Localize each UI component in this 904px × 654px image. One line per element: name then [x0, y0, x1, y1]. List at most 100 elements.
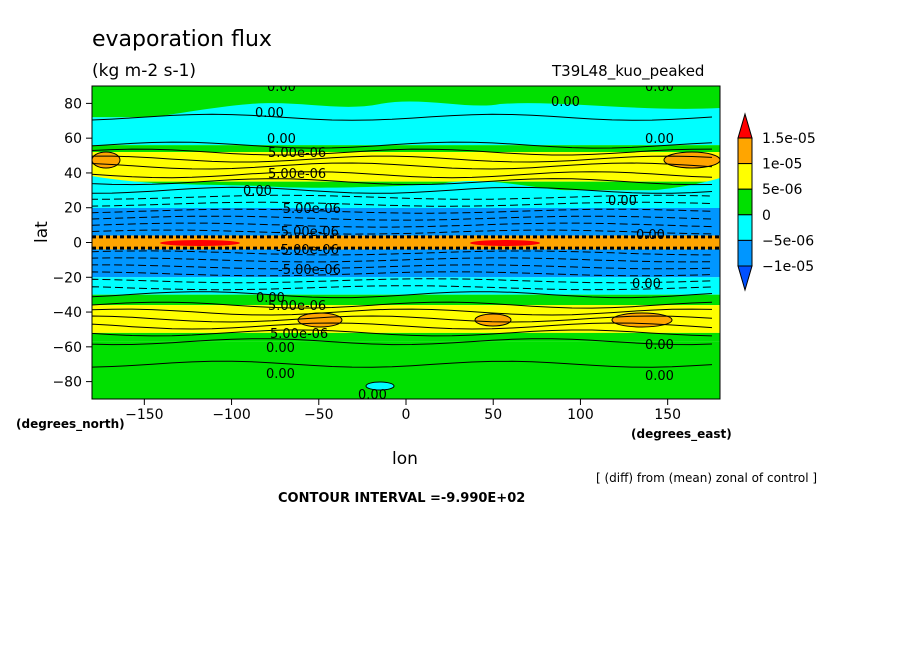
anomaly-blob [92, 151, 121, 169]
contour-line [92, 360, 713, 368]
contour-label: 0.00 [266, 367, 295, 382]
contour-label: 0.00 [243, 184, 272, 199]
contour-label: -5.00e-06 [278, 202, 341, 217]
plot-area: 0.00 0.00 0.00 0.00 0.00 0.00 5.00e-06 5… [92, 86, 720, 403]
contour-label: 0.00 [358, 388, 387, 403]
contour-line [92, 308, 713, 316]
colorbar-label: 1e-05 [762, 157, 802, 173]
contour-line [92, 291, 713, 299]
contour-band [92, 176, 720, 208]
contour-line [92, 329, 713, 337]
contour-line [92, 229, 713, 235]
y-units-label: (degrees_north) [16, 417, 125, 432]
colorbar-swatch [737, 265, 753, 292]
contour-label: 0.00 [632, 277, 661, 292]
colorbar-label: 5e-06 [762, 182, 802, 198]
contour-line [92, 264, 713, 270]
x-tick-label: 150 [654, 407, 681, 423]
contour-label: 0.00 [256, 291, 285, 306]
contour-label: 0.00 [551, 95, 580, 110]
colorbar-label: 0 [762, 208, 771, 224]
x-tick-label: 0 [402, 407, 411, 423]
contour-label: 0.00 [255, 106, 284, 121]
contour-label: -5.00e-06 [278, 263, 341, 278]
contour-line [92, 201, 713, 207]
run-label: T39L48_kuo_peaked [551, 62, 704, 81]
contour-line [92, 208, 713, 214]
contour-label: 5.00e-06 [268, 167, 326, 182]
contour-line [92, 171, 713, 179]
contour-band [92, 294, 720, 306]
contour-line [92, 315, 713, 323]
y-tick-label: −60 [52, 340, 82, 356]
contour-line [92, 113, 713, 121]
contour-line [92, 278, 713, 284]
contour-line [92, 285, 713, 291]
contour-label: 0.00 [266, 341, 295, 356]
contour-label: -5.00e-06 [276, 243, 339, 258]
x-axis: −150 −100 −50 0 50 100 150 [125, 399, 681, 423]
y-tick-label: −80 [52, 375, 82, 391]
y-tick-label: −20 [52, 270, 82, 286]
contour-band [92, 341, 720, 399]
contour-label: -5.00e-06 [276, 225, 339, 240]
colorbar-label: −1e-05 [762, 259, 814, 275]
colorbar: 1.5e-05 1e-05 5e-06 0 −5e-06 −1e-05 [737, 112, 816, 292]
contour-band [92, 101, 720, 140]
chart-title: evaporation flux [92, 27, 272, 52]
contour-line [92, 148, 713, 156]
contour-line [92, 322, 713, 330]
colorbar-swatch [737, 239, 753, 267]
anomaly-blob [297, 312, 343, 328]
x-tick-label: 100 [567, 407, 594, 423]
contour-label: 5.00e-06 [268, 299, 326, 314]
chart-subtitle: (kg m-2 s-1) [92, 61, 196, 81]
x-axis-label: lon [392, 449, 418, 469]
anomaly-blob [474, 313, 512, 327]
x-units-label: (degrees_east) [631, 427, 732, 442]
contour-lines [92, 113, 720, 368]
y-axis-label: lat [32, 221, 52, 243]
contour-label: 0.00 [645, 338, 674, 353]
colorbar-label: −5e-06 [762, 233, 814, 249]
y-tick-label: 80 [64, 96, 82, 112]
anomaly-blob [160, 240, 240, 246]
colorbar-label: 1.5e-05 [762, 131, 816, 147]
contour-line [92, 222, 713, 228]
contour-line [92, 141, 713, 149]
contour-line [92, 186, 713, 194]
contour-interval: CONTOUR INTERVAL =-9.990E+02 [278, 491, 525, 506]
contour-label: 5.00e-06 [268, 146, 326, 161]
contour-label: 0.00 [267, 132, 296, 147]
contour-band [92, 235, 720, 250]
contour-line [92, 194, 713, 200]
contour-label: 0.00 [608, 194, 637, 209]
contour-line [92, 257, 713, 263]
contour-band [92, 332, 720, 342]
y-tick-label: 40 [64, 166, 82, 182]
contour-label: 0.00 [645, 369, 674, 384]
contour-line [92, 301, 713, 309]
contour-label: 5.00e-06 [270, 327, 328, 342]
contour-line [92, 338, 713, 346]
anomaly-blob [365, 381, 395, 391]
colorbar-swatch [737, 163, 753, 190]
diff-note: [ (diff) from (mean) zonal of control ] [596, 471, 817, 485]
colorbar-swatch [737, 137, 753, 165]
contour-line [92, 250, 713, 256]
colorbar-swatch [737, 112, 753, 139]
y-tick-label: 0 [73, 236, 82, 252]
y-tick-label: 20 [64, 201, 82, 217]
x-tick-label: 50 [484, 407, 502, 423]
x-tick-label: −50 [304, 407, 334, 423]
x-tick-label: −100 [212, 407, 250, 423]
contour-label-group: 0.00 0.00 0.00 0.00 0.00 0.00 5.00e-06 5… [243, 86, 674, 403]
anomaly-blob [470, 240, 540, 246]
contour-band [92, 145, 720, 153]
y-axis: 80 60 40 20 0 −20 −40 −60 −80 [52, 96, 92, 391]
colorbar-swatch [737, 214, 753, 241]
contour-label: 0.00 [636, 228, 665, 243]
contour-line [92, 155, 713, 163]
x-tick-label: −150 [125, 407, 163, 423]
